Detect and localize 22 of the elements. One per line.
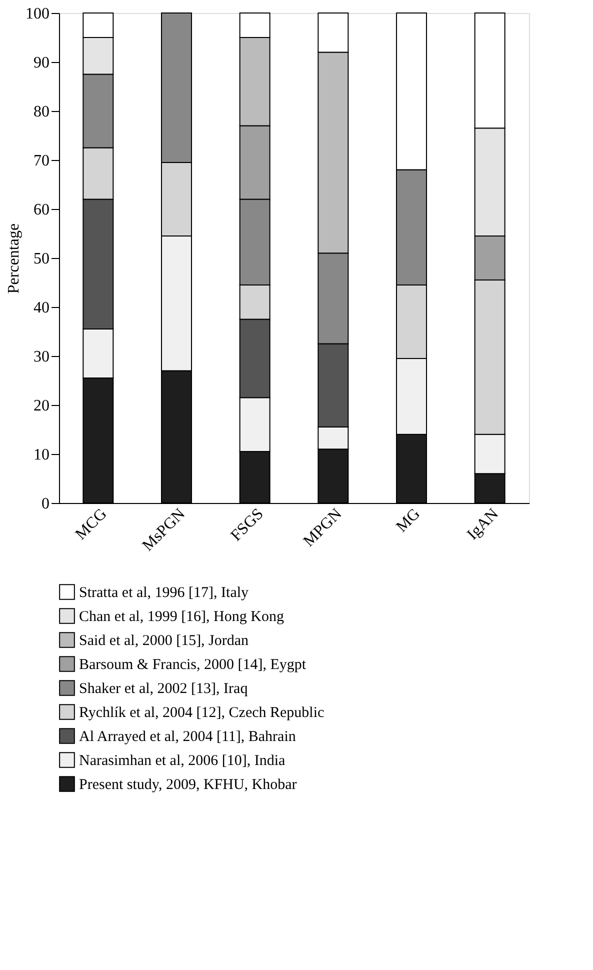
- legend-label: Al Arrayed et al, 2004 [11], Bahrain: [79, 729, 296, 745]
- y-tick-label: 80: [34, 104, 50, 120]
- y-tick-label: 20: [34, 398, 50, 414]
- y-tick-label: 70: [34, 152, 50, 170]
- y-tick-label: 30: [34, 348, 50, 366]
- y-tick-label: 60: [34, 202, 50, 218]
- y-tick-label: 10: [34, 446, 50, 464]
- y-tick-label: 90: [34, 54, 50, 72]
- legend-label: Narasimhan et al, 2006 [10], India: [79, 753, 286, 769]
- legend-label: Present study, 2009, KFHU, Khobar: [79, 777, 297, 793]
- y-tick-label: 50: [34, 250, 50, 268]
- legend-label: Chan et al, 1999 [16], Hong Kong: [79, 609, 284, 625]
- y-axis-title: Percentage: [6, 223, 22, 294]
- legend-label: Rychlík et al, 2004 [12], Czech Republic: [79, 705, 325, 721]
- legend-label: Stratta et al, 1996 [17], Italy: [79, 585, 250, 601]
- legend-label: Shaker et al, 2002 [13], Iraq: [79, 681, 248, 697]
- y-tick-label: 100: [26, 6, 50, 22]
- y-tick-label: 40: [34, 300, 50, 316]
- legend-label: Said et al, 2000 [15], Jordan: [79, 633, 250, 649]
- y-tick-label: 0: [42, 496, 50, 512]
- legend-label: Barsoum & Francis, 2000 [14], Eygpt: [79, 657, 307, 673]
- x-tick-label: MG: [393, 505, 424, 536]
